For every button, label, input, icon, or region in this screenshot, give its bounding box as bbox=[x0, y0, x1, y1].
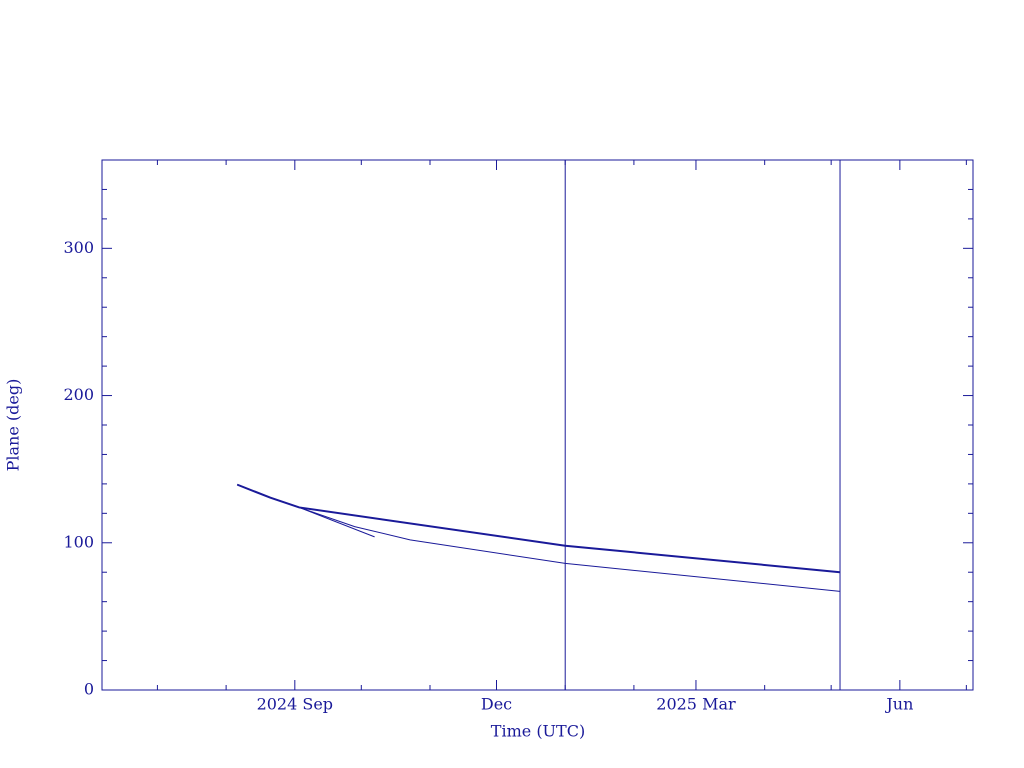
x-tick-label: 2025 Mar bbox=[656, 695, 736, 714]
series-line bbox=[299, 506, 375, 538]
y-tick-label: 200 bbox=[63, 385, 94, 404]
x-tick-label: Jun bbox=[884, 695, 913, 714]
y-tick-label: 300 bbox=[63, 238, 94, 257]
x-tick-label: Dec bbox=[481, 695, 512, 714]
y-axis-label: Plane (deg) bbox=[4, 379, 23, 472]
y-tick-label: 100 bbox=[63, 532, 94, 551]
x-tick-label: 2024 Sep bbox=[257, 695, 333, 714]
x-axis-label: Time (UTC) bbox=[491, 722, 585, 741]
plot-frame bbox=[101, 159, 974, 691]
series-line bbox=[237, 484, 841, 592]
y-tick-label: 0 bbox=[84, 680, 94, 699]
